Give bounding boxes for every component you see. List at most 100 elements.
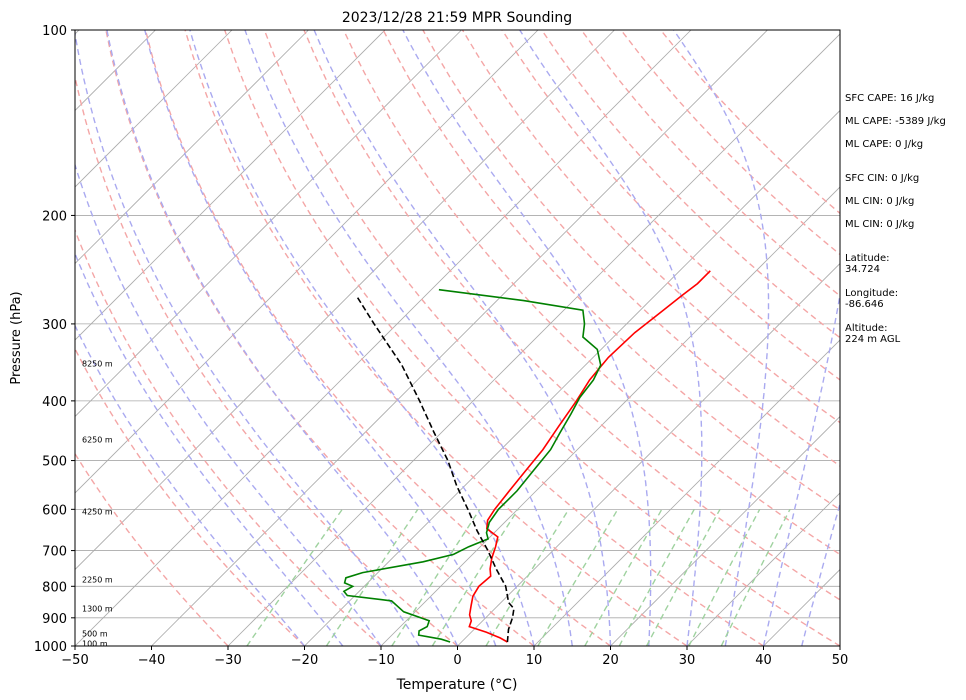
dry-adiabat-line bbox=[75, 228, 382, 646]
y-tick-label: 900 bbox=[42, 612, 67, 627]
dry-adiabat-line bbox=[342, 30, 840, 556]
isotherm-line bbox=[610, 415, 840, 646]
x-tick-label: −30 bbox=[214, 653, 241, 668]
series-2-line bbox=[355, 295, 515, 643]
isotherm-line bbox=[75, 30, 539, 494]
longitude-label: Longitude: bbox=[845, 288, 899, 299]
isotherm-line bbox=[380, 186, 840, 646]
ml-cape-text-2: ML CAPE: 0 J/kg bbox=[845, 139, 924, 150]
y-tick-label: 400 bbox=[42, 395, 67, 410]
y-tick-label: 800 bbox=[42, 580, 67, 595]
moist-adiabat-line bbox=[75, 162, 382, 646]
x-axis-label: Temperature (°C) bbox=[396, 677, 518, 693]
height-label: 4250 m bbox=[82, 508, 113, 517]
moist-adiabat-line bbox=[673, 30, 770, 646]
isotherm-line bbox=[75, 30, 615, 571]
dry-adiabat-line bbox=[422, 30, 840, 467]
isotherm-line bbox=[457, 262, 840, 646]
isotherm-line bbox=[75, 30, 309, 265]
moist-adiabat-line bbox=[519, 30, 703, 646]
x-tick-label: −40 bbox=[138, 653, 165, 668]
mixing-ratio-line bbox=[431, 508, 519, 646]
moist-adiabat-line bbox=[313, 30, 612, 646]
isotherm-line bbox=[533, 339, 840, 646]
y-tick-label: 700 bbox=[42, 545, 67, 560]
ml-cin-text-2: ML CIN: 0 J/kg bbox=[845, 219, 915, 230]
y-tick-label: 500 bbox=[42, 455, 67, 470]
y-tick-label: 100 bbox=[42, 24, 67, 39]
height-label: 2250 m bbox=[82, 576, 113, 585]
dry-adiabat-line bbox=[263, 30, 840, 646]
dry-adiabat-line bbox=[105, 30, 535, 646]
moist-adiabat-line bbox=[402, 30, 652, 646]
altitude-value: 224 m AGL bbox=[845, 334, 901, 345]
x-tick-label: 40 bbox=[755, 653, 772, 668]
isotherm-line bbox=[151, 30, 768, 646]
isotherm-line bbox=[686, 492, 840, 646]
y-tick-label: 1000 bbox=[34, 640, 67, 655]
x-tick-label: 0 bbox=[453, 653, 461, 668]
dry-adiabat-line bbox=[580, 30, 840, 297]
moist-adiabat-line bbox=[75, 251, 344, 646]
height-label: 6250 m bbox=[82, 435, 113, 444]
y-axis-label: Pressure (hPa) bbox=[9, 291, 24, 384]
longitude-value: -86.646 bbox=[845, 299, 884, 310]
x-tick-label: 10 bbox=[526, 653, 543, 668]
moist-adiabat-line bbox=[801, 501, 840, 646]
mixing-ratio-line bbox=[688, 508, 761, 646]
sfc-cin-text: SFC CIN: 0 J/kg bbox=[845, 173, 920, 184]
moist-adiabat-line bbox=[244, 30, 573, 646]
y-axis-ticks: 1000 900 800 700 600 500 400 300 200 100 bbox=[34, 24, 75, 655]
mixing-ratio-line bbox=[645, 508, 721, 646]
dry-adiabat-line bbox=[382, 30, 840, 511]
mixing-ratio-line bbox=[485, 508, 570, 646]
mixing-ratio-line bbox=[246, 508, 343, 646]
x-tick-label: 50 bbox=[832, 653, 849, 668]
chart-title: 2023/12/28 21:59 MPR Sounding bbox=[342, 10, 572, 26]
moist-adiabat-line bbox=[144, 30, 497, 646]
sfc-cape-text: SFC CAPE: 16 J/kg bbox=[845, 93, 935, 104]
mixing-ratio-line bbox=[537, 508, 619, 646]
moist-adiabat-line bbox=[762, 291, 840, 646]
mixing-ratio-line bbox=[618, 508, 695, 646]
x-tick-label: 20 bbox=[602, 653, 619, 668]
isotherm-line bbox=[75, 30, 462, 418]
x-tick-label: 30 bbox=[679, 653, 696, 668]
x-tick-label: −20 bbox=[291, 653, 318, 668]
moist-adiabat-line bbox=[189, 30, 535, 646]
moist-adiabat-line bbox=[75, 30, 420, 646]
dry-adiabat-line bbox=[184, 30, 688, 646]
ml-cin-text: ML CIN: 0 J/kg bbox=[845, 196, 915, 207]
background-lines bbox=[75, 30, 840, 646]
height-label: 500 m bbox=[82, 630, 108, 639]
mixing-ratio-line bbox=[325, 508, 419, 646]
isotherm-line bbox=[304, 109, 840, 646]
mixing-ratio-line bbox=[391, 508, 481, 646]
mixing-ratio-line bbox=[720, 508, 791, 646]
isotherm-line bbox=[75, 30, 386, 341]
isotherm-line bbox=[75, 30, 233, 188]
dry-adiabat-line bbox=[144, 30, 611, 646]
y-tick-label: 300 bbox=[42, 318, 67, 333]
latitude-value: 34.724 bbox=[845, 264, 880, 275]
moist-adiabat-line bbox=[106, 30, 459, 646]
ml-cape-text: ML CAPE: -5389 J/kg bbox=[845, 116, 946, 127]
sounding-series bbox=[342, 270, 711, 643]
latitude-label: Latitude: bbox=[845, 253, 890, 264]
height-label: 1300 m bbox=[82, 605, 113, 614]
series-1-line bbox=[342, 288, 602, 643]
x-tick-label: −10 bbox=[367, 653, 394, 668]
altitude-label: Altitude: bbox=[845, 323, 888, 334]
mixing-ratio-line bbox=[584, 508, 663, 646]
y-tick-label: 600 bbox=[42, 503, 67, 518]
x-tick-label: −50 bbox=[61, 653, 88, 668]
dry-adiabat-line bbox=[75, 73, 458, 646]
dry-adiabat-line bbox=[303, 30, 840, 601]
height-label: 8250 m bbox=[82, 360, 113, 369]
y-tick-label: 200 bbox=[42, 209, 67, 224]
x-axis-ticks: −50 −40 −30 −20 −10 0 10 20 30 40 50 bbox=[61, 646, 848, 668]
dry-adiabat-line bbox=[75, 347, 305, 646]
